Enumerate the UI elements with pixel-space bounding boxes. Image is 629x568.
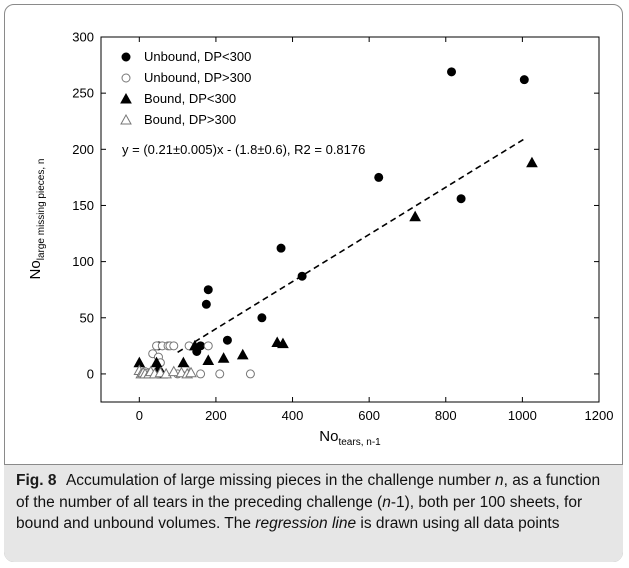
x-tick-label-1000: 1000: [508, 408, 537, 423]
point-triangle-filled-12: [526, 156, 538, 168]
legend-label-1: Unbound, DP>300: [144, 70, 251, 85]
regression-layer: [177, 137, 527, 354]
legend-marker-3: [120, 113, 132, 125]
plot-area-border: [100, 36, 600, 403]
point-triangle-filled-7: [217, 352, 230, 363]
point-circle-filled-6: [257, 313, 267, 323]
y-tick-label-300: 300: [72, 30, 94, 45]
y-tick-label-50: 50: [80, 310, 94, 325]
legend-label-3: Bound, DP>300: [144, 112, 236, 127]
caption-regression: regression line: [255, 515, 357, 532]
point-circle-filled-10: [447, 67, 457, 77]
x-tick-label-1200: 1200: [585, 408, 614, 423]
legend-label-2: Bound, DP<300: [144, 91, 236, 106]
point-circle-filled-5: [222, 335, 232, 345]
x-tick-label-200: 200: [205, 408, 227, 423]
point-triangle-filled-11: [409, 210, 421, 222]
y-tick-label-200: 200: [72, 142, 94, 157]
y-tick-label-150: 150: [72, 198, 94, 213]
x-axis-title: Notears, n-1: [319, 428, 381, 448]
point-circle-filled-8: [297, 271, 307, 281]
x-tick-label-800: 800: [435, 408, 457, 423]
point-circle-filled-4: [203, 285, 213, 295]
scatter-chart: 0 200 400 600 800 1000 1200050100150200250300 …: [27, 30, 613, 449]
caption-text-1: Accumulation of large missing pieces in …: [65, 472, 496, 489]
point-circle-open-14: [196, 369, 206, 379]
point-circle-open-10: [169, 341, 179, 351]
caption-text-2: , as a function of the number of all tea…: [16, 472, 601, 511]
point-triangle-filled-5: [189, 339, 201, 351]
point-circle-open-15: [203, 341, 213, 351]
regression-equation: y = (0.21±0.005)x - (1.8±0.6), R2 = 0.81…: [122, 142, 365, 157]
point-triangle-open-12: [185, 366, 197, 378]
caption-n-2: n: [382, 493, 391, 511]
data-points: [133, 67, 538, 379]
figure-label: Fig. 8: [16, 472, 57, 489]
point-circle-open-17: [245, 369, 255, 379]
point-triangle-filled-8: [236, 348, 249, 360]
y-tick-label-250: 250: [72, 86, 94, 101]
point-triangle-filled-10: [277, 337, 289, 349]
regression-line: [177, 137, 527, 354]
point-circle-filled-11: [456, 194, 466, 204]
caption-text-3: -1), both per 100 sheets, for bound and …: [16, 493, 583, 533]
caption-background: [4, 464, 623, 562]
point-triangle-open-9: [167, 365, 180, 377]
caption-n-1: n: [495, 472, 504, 489]
x-tick-label-400: 400: [282, 408, 304, 423]
legend-marker-2: [120, 92, 132, 104]
y-tick-label-0: 0: [87, 366, 94, 381]
axis-ticks: 0 200 400 600 800 1000 1200 0 50 100 150 200 250 300: [72, 30, 613, 424]
point-circle-filled-3: [201, 299, 211, 309]
legend-label-0: Unbound, DP<300: [144, 49, 251, 64]
x-tick-label-0: 0: [136, 408, 143, 423]
point-circle-filled-12: [519, 75, 529, 85]
legend-marker-0: [121, 52, 131, 62]
caption-text-4: is drawn using all data points: [356, 515, 560, 532]
legend-marker-1: [121, 73, 131, 83]
point-triangle-filled-6: [202, 354, 215, 365]
figure-caption: Fig. 8 Accumulation of large missing pie…: [16, 470, 614, 535]
point-circle-filled-9: [374, 172, 384, 182]
x-tick-label-600: 600: [358, 408, 380, 423]
point-circle-filled-7: [276, 243, 286, 253]
point-triangle-filled-4: [177, 356, 190, 368]
point-circle-open-16: [215, 369, 225, 379]
y-axis-title: Nolarge missing pieces, n: [27, 159, 47, 280]
legend: Unbound, DP<300 Unbound, DP>300 Bound, DP<…: [120, 49, 251, 127]
y-tick-label-100: 100: [72, 254, 94, 269]
